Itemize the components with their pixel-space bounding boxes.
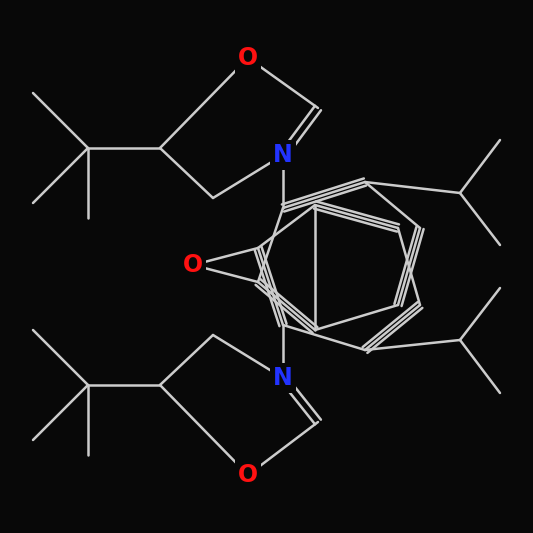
Text: O: O (238, 46, 258, 70)
Text: O: O (183, 253, 203, 277)
Text: N: N (273, 366, 293, 390)
Text: O: O (238, 463, 258, 487)
Text: N: N (273, 143, 293, 167)
